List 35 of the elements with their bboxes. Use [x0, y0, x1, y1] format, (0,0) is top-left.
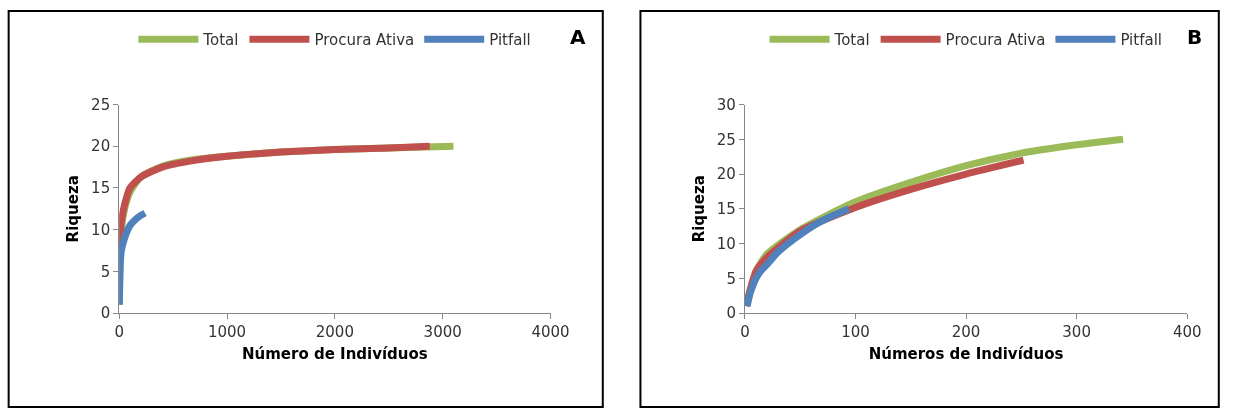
y-tick-label: 0 [100, 304, 111, 323]
x-tick-label: 3000 [423, 323, 462, 342]
y-tick-label: 25 [716, 130, 736, 149]
y-tick-label: 30 [716, 95, 736, 114]
y-tick-label: 15 [716, 200, 736, 219]
y-tick-label: 5 [726, 269, 736, 288]
x-tick-label: 100 [841, 323, 870, 342]
x-tick-label: 2000 [315, 323, 354, 342]
legend-label: Total [833, 31, 870, 50]
x-tick-label: 1000 [207, 323, 247, 342]
y-tick-label: 20 [716, 165, 736, 184]
x-tick-label: 0 [114, 323, 124, 342]
x-axis-title: Número de Indivíduos [241, 345, 428, 364]
text: A [570, 25, 586, 49]
x-tick-label: 300 [1062, 323, 1091, 342]
x-tick-label: 400 [1172, 323, 1202, 342]
legend-label: Procura Ativa [945, 31, 1046, 50]
y-tick-label: 15 [91, 179, 111, 198]
legend-label: Pitfall [1120, 31, 1162, 50]
y-axis-title: Riqueza [690, 175, 709, 243]
y-tick-label: 0 [726, 304, 736, 323]
y-tick-label: 5 [100, 262, 111, 281]
legend-label: Procura Ativa [314, 31, 415, 50]
legend-label: Total [202, 31, 239, 50]
x-axis-title: Números de Indivíduos [868, 345, 1064, 364]
text: B [1187, 25, 1203, 49]
y-tick-label: 20 [91, 137, 111, 156]
y-tick-label: 10 [91, 220, 111, 239]
y-tick-label: 25 [91, 95, 111, 114]
y-tick-label: 10 [716, 234, 736, 253]
x-tick-label: 200 [951, 323, 981, 342]
x-tick-label: 0 [740, 323, 750, 342]
legend-label: Pitfall [489, 31, 531, 50]
x-tick-label: 4000 [531, 323, 570, 342]
y-axis-title: Riqueza [64, 175, 83, 243]
